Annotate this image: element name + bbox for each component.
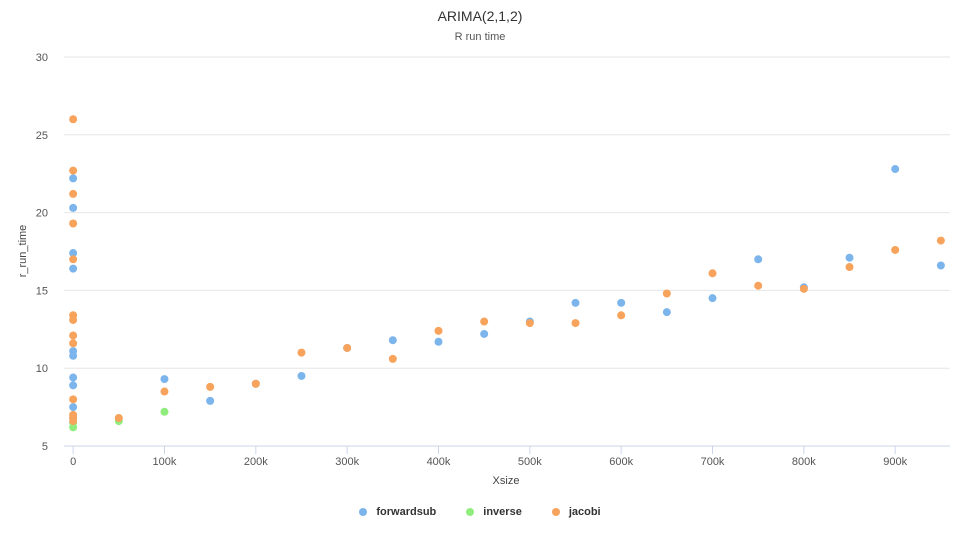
x-tick-label: 500k — [518, 456, 542, 468]
data-point-jacobi[interactable] — [891, 245, 900, 254]
data-point-jacobi[interactable] — [69, 255, 78, 264]
y-tick-label: 20 — [36, 208, 48, 220]
data-point-forwardsub[interactable] — [69, 351, 78, 360]
data-point-forwardsub[interactable] — [662, 308, 671, 317]
legend-label: forwardsub — [376, 506, 437, 518]
data-point-forwardsub[interactable] — [388, 336, 397, 345]
data-point-forwardsub[interactable] — [69, 264, 78, 273]
x-tick-label: 300k — [335, 456, 359, 468]
data-point-jacobi[interactable] — [69, 417, 78, 426]
data-point-forwardsub[interactable] — [69, 381, 78, 390]
x-tick-label: 100k — [153, 456, 177, 468]
y-tick-label: 10 — [36, 363, 48, 375]
data-point-jacobi[interactable] — [69, 331, 78, 340]
x-tick-label: 0 — [70, 456, 76, 468]
data-point-forwardsub[interactable] — [936, 261, 945, 270]
data-point-jacobi[interactable] — [388, 354, 397, 363]
legend: forwardsub inverse jacobi — [0, 506, 960, 518]
data-point-forwardsub[interactable] — [69, 373, 78, 382]
data-point-jacobi[interactable] — [799, 284, 808, 293]
legend-marker-icon — [551, 508, 560, 516]
data-point-jacobi[interactable] — [708, 269, 717, 278]
data-point-forwardsub[interactable] — [708, 294, 717, 303]
series-jacobi — [69, 115, 945, 426]
x-tick-label: 700k — [701, 456, 725, 468]
data-point-jacobi[interactable] — [206, 382, 215, 391]
legend-item-forwardsub[interactable]: forwardsub — [359, 506, 436, 518]
data-point-jacobi[interactable] — [251, 379, 260, 388]
data-point-forwardsub[interactable] — [571, 298, 580, 307]
data-point-jacobi[interactable] — [434, 326, 443, 335]
data-point-jacobi[interactable] — [525, 319, 534, 328]
x-tick-label: 200k — [244, 456, 268, 468]
series-forwardsub — [69, 165, 945, 422]
data-point-jacobi[interactable] — [160, 387, 169, 396]
legend-marker-icon — [466, 508, 475, 516]
x-axis-title: Xsize — [493, 475, 520, 487]
data-point-jacobi[interactable] — [845, 263, 854, 272]
y-tick-label: 30 — [36, 52, 48, 64]
data-point-forwardsub[interactable] — [69, 203, 78, 212]
grid-lines — [64, 56, 950, 369]
legend-label: inverse — [483, 506, 522, 518]
data-point-forwardsub[interactable] — [69, 403, 78, 412]
data-points — [69, 115, 945, 432]
data-point-jacobi[interactable] — [69, 339, 78, 348]
data-point-jacobi[interactable] — [343, 343, 352, 352]
x-tick-label: 400k — [427, 456, 451, 468]
data-point-forwardsub[interactable] — [160, 375, 169, 384]
data-point-forwardsub[interactable] — [617, 298, 626, 307]
data-point-jacobi[interactable] — [297, 348, 306, 357]
data-point-jacobi[interactable] — [617, 311, 626, 320]
x-tick-label: 900k — [883, 456, 907, 468]
data-point-forwardsub[interactable] — [69, 174, 78, 183]
legend-label: jacobi — [568, 506, 601, 518]
data-point-jacobi[interactable] — [571, 319, 580, 328]
y-tick-label: 5 — [42, 441, 48, 453]
data-point-forwardsub[interactable] — [69, 249, 78, 258]
y-tick-label: 25 — [36, 130, 48, 142]
data-point-jacobi[interactable] — [662, 289, 671, 298]
data-point-jacobi[interactable] — [69, 115, 78, 124]
data-point-forwardsub[interactable] — [206, 396, 215, 405]
data-point-jacobi[interactable] — [69, 189, 78, 198]
x-tick-label: 600k — [609, 456, 633, 468]
data-point-forwardsub[interactable] — [845, 253, 854, 262]
data-point-jacobi[interactable] — [936, 236, 945, 245]
data-point-jacobi[interactable] — [754, 281, 763, 290]
data-point-jacobi[interactable] — [114, 413, 123, 422]
data-point-jacobi[interactable] — [69, 219, 78, 228]
data-point-jacobi[interactable] — [480, 317, 489, 326]
x-tick-label: 800k — [792, 456, 816, 468]
legend-marker-icon — [359, 508, 368, 516]
axes: 5 10 15 20 25 30 0 100k 200k 300k 400k 500k 600k 700k… — [36, 52, 950, 468]
data-point-jacobi[interactable] — [69, 395, 78, 404]
data-point-forwardsub[interactable] — [480, 329, 489, 338]
data-point-jacobi[interactable] — [69, 315, 78, 324]
data-point-forwardsub[interactable] — [754, 255, 763, 264]
data-point-jacobi[interactable] — [69, 166, 78, 175]
data-point-forwardsub[interactable] — [297, 371, 306, 380]
data-point-inverse[interactable] — [160, 407, 169, 416]
chart-subtitle: R run time — [454, 31, 506, 43]
y-axis-title: r_run_time — [17, 225, 29, 278]
chart-title: ARIMA(2,1,2) — [437, 8, 523, 24]
y-tick-label: 15 — [36, 285, 48, 297]
legend-item-inverse[interactable]: inverse — [466, 506, 522, 518]
data-point-forwardsub[interactable] — [434, 337, 443, 346]
legend-item-jacobi[interactable]: jacobi — [551, 506, 601, 518]
data-point-forwardsub[interactable] — [891, 165, 900, 174]
